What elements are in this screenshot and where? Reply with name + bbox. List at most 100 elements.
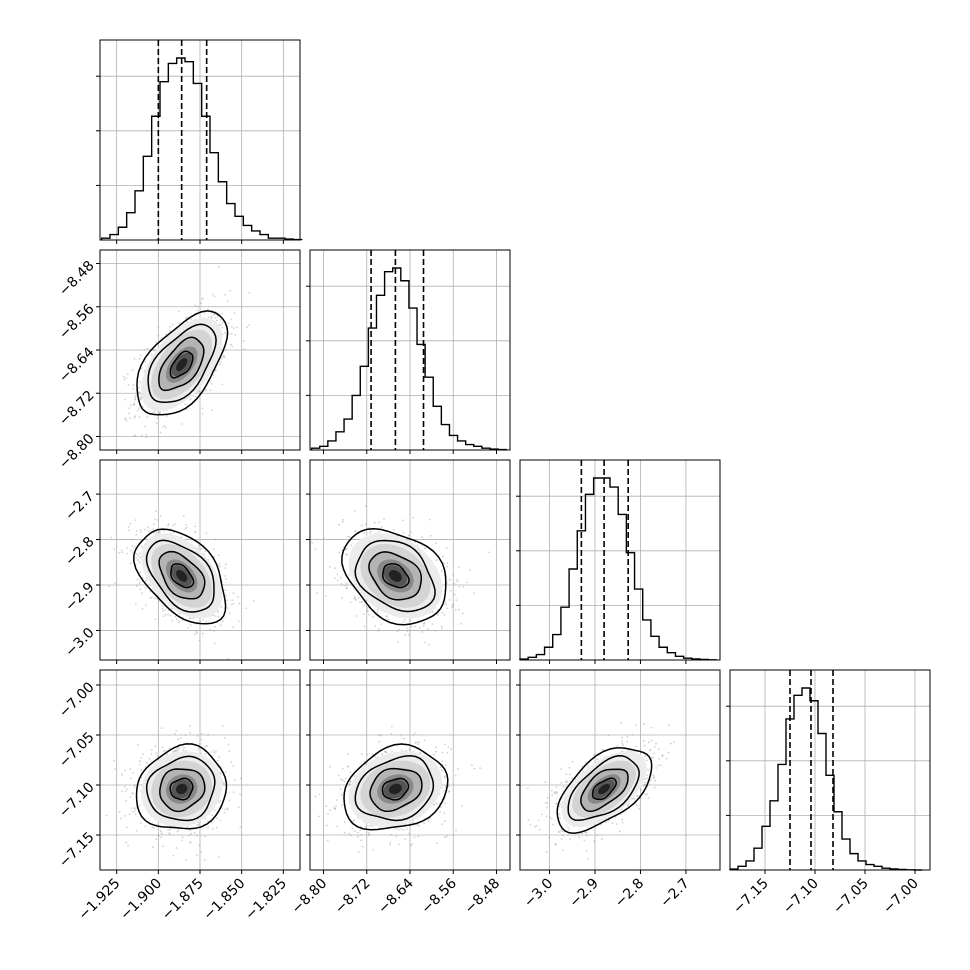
sample-point <box>184 734 187 736</box>
sample-point <box>445 603 447 606</box>
sample-point <box>348 783 351 786</box>
sample-point <box>142 753 144 755</box>
sample-point <box>186 316 189 319</box>
sample-point <box>341 779 344 782</box>
sample-point <box>219 565 222 568</box>
sample-point <box>469 569 471 571</box>
sample-point <box>643 784 646 786</box>
sample-point <box>379 826 382 829</box>
sample-point <box>361 753 363 756</box>
sample-point <box>178 310 180 313</box>
sample-point <box>441 555 444 558</box>
panel-background <box>520 460 720 660</box>
sample-point <box>133 403 136 406</box>
sample-point <box>192 395 195 398</box>
sample-point <box>443 562 445 564</box>
sample-point <box>403 737 405 740</box>
sample-point <box>378 740 381 743</box>
sample-point <box>356 831 359 834</box>
sample-point <box>540 813 543 816</box>
sample-point <box>634 724 637 726</box>
sample-point <box>338 523 340 526</box>
sample-point <box>145 433 148 436</box>
sample-point <box>166 415 168 417</box>
sample-point <box>223 356 226 358</box>
sample-point <box>311 541 314 544</box>
sample-point <box>197 823 200 826</box>
hist-panel-2 <box>516 459 721 664</box>
sample-point <box>131 792 134 795</box>
sample-point <box>123 378 126 381</box>
sample-point <box>127 383 130 386</box>
hist-panel-1 <box>306 249 511 454</box>
sample-point <box>121 773 123 776</box>
panel-content <box>310 670 510 870</box>
sample-point <box>409 619 412 622</box>
sample-point <box>435 746 437 749</box>
sample-point <box>154 518 156 521</box>
sample-point <box>442 789 445 792</box>
sample-point <box>203 311 206 314</box>
sample-point <box>243 339 246 342</box>
sample-point <box>355 615 358 617</box>
sample-point <box>135 556 138 559</box>
sample-point <box>394 827 397 830</box>
contour-line-3 <box>133 528 227 625</box>
contour-line-1 <box>368 551 423 601</box>
sample-point <box>447 791 450 793</box>
sample-point <box>318 793 321 796</box>
sample-point <box>113 759 115 762</box>
sample-point <box>345 553 347 556</box>
sample-point <box>229 289 232 292</box>
sample-point <box>203 859 206 862</box>
sample-point <box>194 633 196 635</box>
sample-point <box>169 325 172 328</box>
sample-point <box>412 516 415 519</box>
sample-point <box>157 519 159 521</box>
sample-point <box>114 582 116 585</box>
sample-point <box>473 767 476 770</box>
sample-point <box>130 538 133 541</box>
sample-point <box>118 551 121 554</box>
sample-point <box>351 827 354 830</box>
sample-point <box>226 300 229 303</box>
sample-point <box>398 628 401 631</box>
sample-point <box>212 548 215 550</box>
sample-point <box>124 815 127 817</box>
sample-point <box>214 615 217 617</box>
sample-point <box>403 618 406 621</box>
sample-point <box>349 601 352 604</box>
sample-point <box>443 812 446 814</box>
sample-point <box>363 604 365 607</box>
sample-point <box>440 769 443 771</box>
sample-point <box>139 398 142 401</box>
sample-point <box>133 402 136 405</box>
sample-point <box>225 578 227 580</box>
sample-point <box>424 547 426 550</box>
sample-point <box>213 313 216 316</box>
sample-point <box>353 530 356 533</box>
sample-point <box>337 579 339 581</box>
sample-point <box>458 586 461 588</box>
sample-point <box>169 833 171 836</box>
sample-point <box>131 369 134 371</box>
sample-point <box>230 343 233 346</box>
sample-point <box>418 741 420 743</box>
sample-point <box>369 532 371 535</box>
sample-point <box>233 312 236 314</box>
sample-point <box>214 317 217 319</box>
sample-point <box>144 825 147 828</box>
sample-point <box>148 757 151 760</box>
sample-point <box>455 578 458 581</box>
sample-point <box>555 843 557 846</box>
sample-point <box>348 765 350 768</box>
sample-point <box>131 792 134 794</box>
sample-point <box>444 785 447 788</box>
sample-point <box>586 834 588 837</box>
sample-point <box>161 337 163 339</box>
sample-point <box>124 769 127 772</box>
sample-point <box>238 602 241 605</box>
contour-line-2 <box>147 323 217 403</box>
sample-point <box>122 375 125 378</box>
sample-point <box>368 833 371 836</box>
